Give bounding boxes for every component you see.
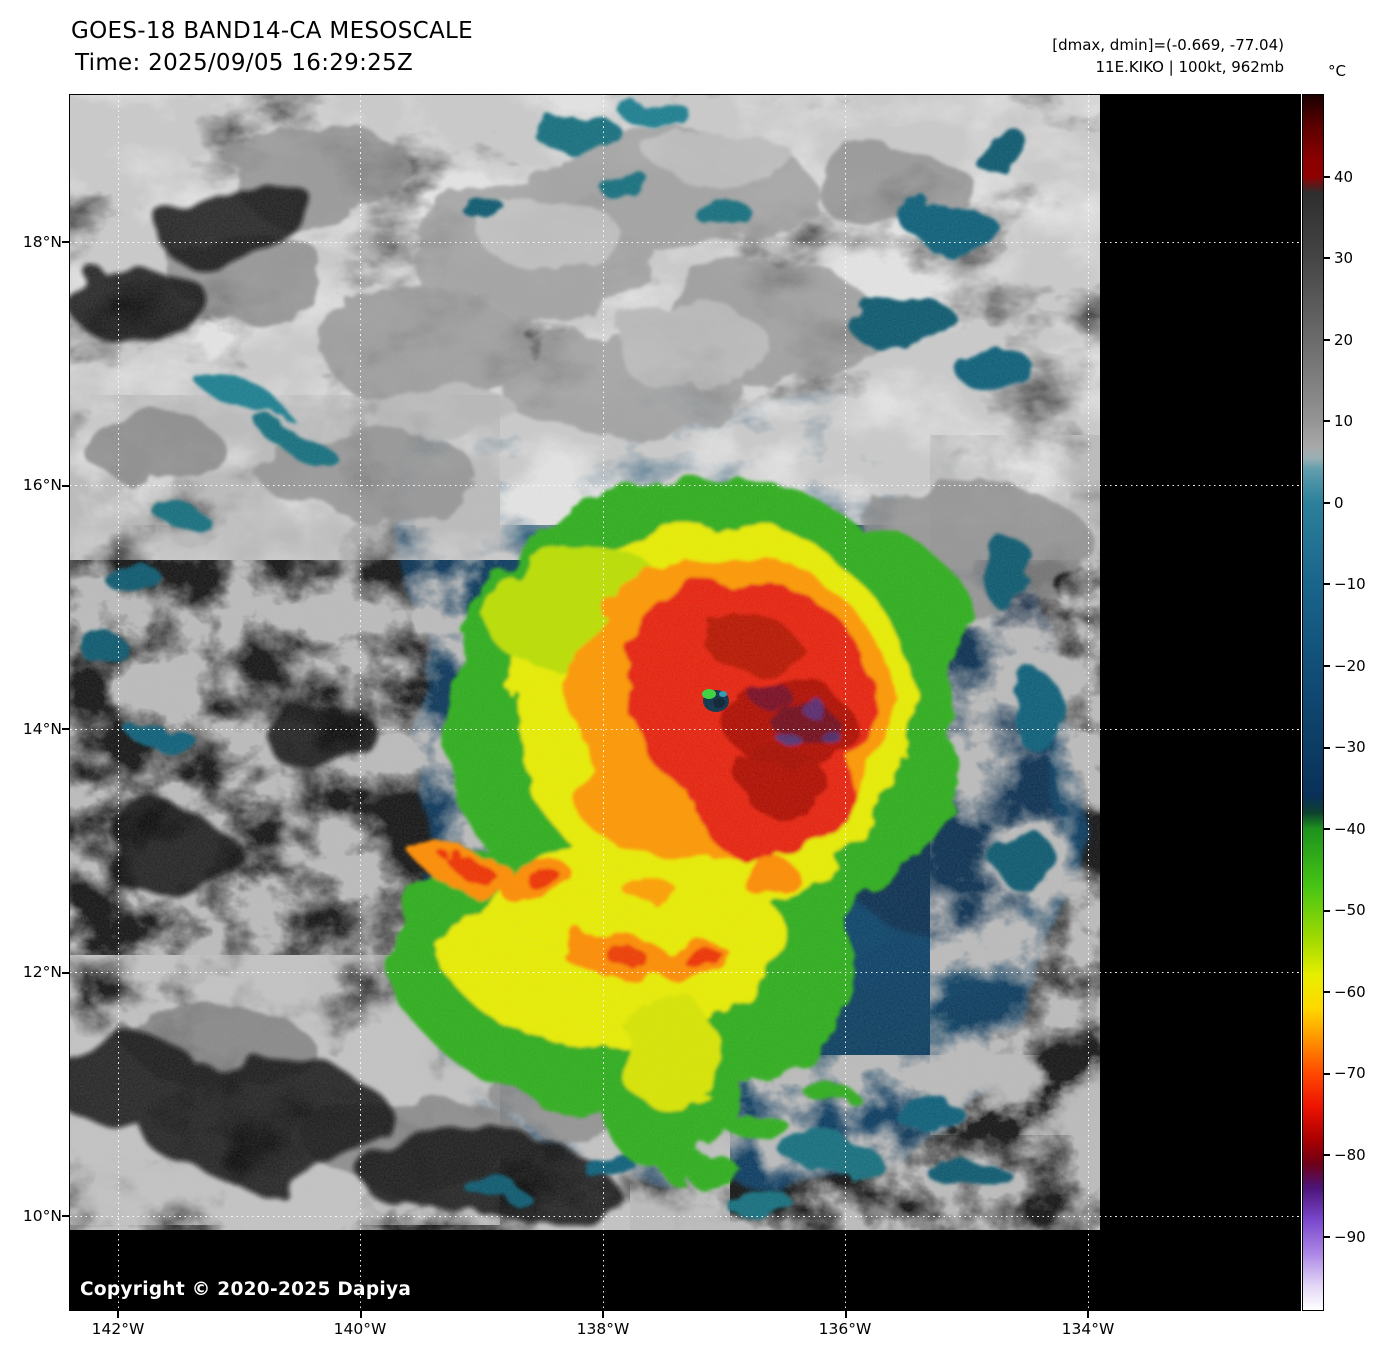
colorbar-label-30: 30 (1334, 249, 1354, 267)
colorbar-label-m50: −50 (1334, 901, 1366, 919)
colorbar-tick (1324, 828, 1330, 830)
lon-label-136w: 136°W (818, 1320, 872, 1338)
colorbar-label-m40: −40 (1334, 820, 1366, 838)
colorbar-label-10: 10 (1334, 412, 1354, 430)
colorbar-tick (1324, 991, 1330, 993)
dmax-dmin-readout: [dmax, dmin]=(-0.669, -77.04) (1052, 36, 1284, 54)
offsector-bottom-strip (70, 1230, 1300, 1310)
colorbar-unit-label: °C (1328, 62, 1346, 80)
colorbar-tick (1324, 583, 1330, 585)
colorbar-label-40: 40 (1334, 168, 1354, 186)
axis-tick (62, 485, 69, 487)
colorbar-label-m30: −30 (1334, 738, 1366, 756)
gridline-lat-18n (70, 242, 1300, 243)
gridline-lon-136w (845, 95, 846, 1310)
colorbar-label-m20: −20 (1334, 657, 1366, 675)
colorbar-label-m60: −60 (1334, 983, 1366, 1001)
lat-label-16n: 16°N (22, 476, 62, 494)
image-noise (70, 95, 1300, 1310)
lon-label-140w: 140°W (333, 1320, 387, 1338)
axis-tick (1087, 1311, 1089, 1318)
colorbar-tick (1324, 502, 1330, 504)
colorbar-label-m80: −80 (1334, 1146, 1366, 1164)
lon-label-142w: 142°W (91, 1320, 145, 1338)
lon-label-134w: 134°W (1061, 1320, 1115, 1338)
colorbar-tick (1324, 257, 1330, 259)
axis-tick (62, 241, 69, 243)
map-plot-area: Copyright © 2020-2025 Dapiya (70, 95, 1300, 1310)
gridline-lon-142w (118, 95, 119, 1310)
axis-tick (62, 728, 69, 730)
colorbar-tick (1324, 420, 1330, 422)
copyright-watermark: Copyright © 2020-2025 Dapiya (80, 1279, 412, 1300)
lon-label-138w: 138°W (576, 1320, 630, 1338)
axis-tick (62, 1215, 69, 1217)
timestamp: Time: 2025/09/05 16:29:25Z (75, 50, 414, 76)
gridline-lat-12n (70, 972, 1300, 973)
offsector-right-strip (1100, 95, 1300, 1310)
gridline-lon-140w (360, 95, 361, 1310)
colorbar-tick (1324, 665, 1330, 667)
satellite-image (70, 95, 1300, 1310)
colorbar-label-20: 20 (1334, 331, 1354, 349)
gridline-lat-14n (70, 729, 1300, 730)
axis-tick (62, 972, 69, 974)
colorbar-tick (1324, 747, 1330, 749)
gridline-lon-134w (1088, 95, 1089, 1310)
colorbar-label-0: 0 (1334, 494, 1344, 512)
colorbar (1303, 95, 1323, 1310)
page-title: GOES-18 BAND14-CA MESOSCALE (71, 18, 473, 44)
gridline-lat-16n (70, 485, 1300, 486)
gridline-lat-10n (70, 1216, 1300, 1217)
colorbar-tick (1324, 339, 1330, 341)
axis-tick (360, 1311, 362, 1318)
colorbar-tick (1324, 910, 1330, 912)
lat-label-14n: 14°N (22, 720, 62, 738)
colorbar-label-m70: −70 (1334, 1064, 1366, 1082)
colorbar-tick (1324, 176, 1330, 178)
storm-intensity-readout: 11E.KIKO | 100kt, 962mb (1095, 58, 1284, 76)
axis-tick (845, 1311, 847, 1318)
colorbar-label-m90: −90 (1334, 1228, 1366, 1246)
lat-label-10n: 10°N (22, 1207, 62, 1225)
colorbar-tick (1324, 1236, 1330, 1238)
lat-label-18n: 18°N (22, 233, 62, 251)
lat-label-12n: 12°N (22, 963, 62, 981)
axis-tick (117, 1311, 119, 1318)
gridline-lon-138w (603, 95, 604, 1310)
colorbar-tick (1324, 1154, 1330, 1156)
colorbar-label-m10: −10 (1334, 575, 1366, 593)
axis-tick (602, 1311, 604, 1318)
colorbar-tick (1324, 1073, 1330, 1075)
